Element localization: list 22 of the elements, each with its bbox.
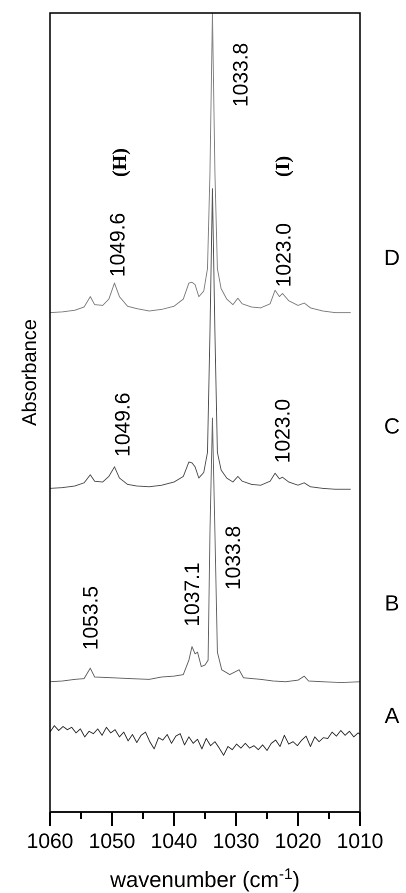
text: D (384, 245, 400, 270)
x-tick-label: 1010 (336, 830, 384, 853)
text: B (384, 590, 400, 616)
annotation: 1023.0 (272, 223, 295, 288)
y-axis-title: Absorbance (19, 319, 41, 426)
annotation: (I) (272, 156, 294, 177)
annotation: 1037.1 (180, 562, 204, 627)
series-label: A (384, 702, 400, 728)
x-tick-label: 1060 (26, 830, 74, 853)
x-axis-title: wavenumber (cm$^{-1}$) (109, 866, 300, 892)
annotation: 1053.5 (78, 586, 102, 650)
text: C (384, 414, 400, 439)
annotation: (H) (109, 148, 131, 177)
annotation: 1033.8 (222, 526, 244, 590)
x-tick-label: 1030 (212, 830, 260, 853)
annotation: 1033.8 (228, 42, 252, 107)
annotation: 1049.6 (110, 392, 134, 457)
annotation: 1049.6 (106, 212, 129, 278)
x-tick-label: 1020 (274, 830, 322, 853)
x-tick-label: 1040 (150, 830, 198, 853)
x-tick-label: 1050 (88, 830, 136, 853)
annotation: 1023.0 (270, 398, 294, 464)
